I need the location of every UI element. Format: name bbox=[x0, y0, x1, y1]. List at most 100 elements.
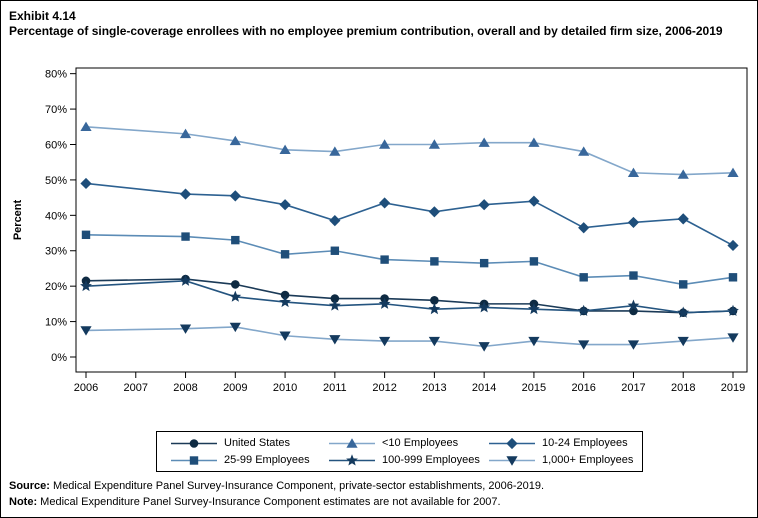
x-tick-label: 2010 bbox=[273, 382, 297, 394]
diamond-marker bbox=[627, 216, 640, 229]
legend-item-100-999-employees: 100-999 Employees bbox=[329, 453, 489, 467]
chart-legend: United States <10 Employees 10-24 Employee… bbox=[156, 431, 643, 472]
square-marker bbox=[189, 455, 199, 465]
x-tick-label: 2013 bbox=[422, 382, 446, 394]
square-marker bbox=[380, 255, 389, 264]
y-tick-label: 40% bbox=[45, 210, 67, 222]
circle-marker bbox=[430, 296, 439, 305]
triangle-down-marker bbox=[379, 336, 391, 347]
square-marker bbox=[231, 235, 240, 245]
line-chart: 0% 10% 20% 30% 40% 50% 60% 70% 80% 2006 2007 2008 20… bbox=[12, 67, 748, 394]
star-marker bbox=[179, 274, 192, 286]
x-tick-label: 2015 bbox=[522, 382, 546, 394]
legend-label-1000-plus-employees: 1,000+ Employees bbox=[542, 454, 634, 466]
circle-marker bbox=[280, 290, 290, 300]
x-tick-label: 2017 bbox=[621, 382, 645, 394]
diamond-marker bbox=[478, 199, 490, 211]
x-tick-label: 2006 bbox=[74, 382, 98, 394]
star-marker bbox=[727, 304, 739, 316]
chart-title: Percentage of single-coverage enrollees … bbox=[9, 24, 723, 38]
triangle-up-marker bbox=[528, 137, 540, 147]
y-tick-label: 80% bbox=[45, 69, 67, 81]
square-marker bbox=[728, 273, 738, 282]
y-tick-label: 50% bbox=[45, 175, 67, 187]
triangle-up-marker bbox=[80, 121, 92, 131]
triangle-down-marker bbox=[677, 336, 689, 347]
exhibit-label: Exhibit 4.14 bbox=[9, 9, 76, 23]
triangle-up-marker bbox=[627, 167, 640, 178]
legend-item-united-states: United States bbox=[171, 436, 329, 450]
source-label: Source: bbox=[9, 480, 50, 492]
legend-item-1000-plus-employees: 1,000+ Employees bbox=[489, 453, 637, 467]
square-marker bbox=[629, 271, 638, 280]
triangle-down-marker bbox=[506, 455, 518, 466]
diamond-marker bbox=[80, 177, 92, 190]
triangle-down-marker bbox=[229, 322, 241, 333]
y-tick-label: 20% bbox=[45, 281, 67, 293]
triangle-down-marker bbox=[179, 324, 192, 334]
triangle-down-marker bbox=[80, 326, 92, 336]
x-tick-label: 2008 bbox=[173, 382, 197, 394]
star-marker bbox=[279, 295, 291, 308]
legend-sample-1000-plus-employees bbox=[489, 455, 535, 466]
circle-marker bbox=[189, 438, 199, 448]
triangle-up-marker bbox=[329, 146, 341, 156]
triangle-up-marker bbox=[379, 139, 391, 149]
diamond-marker bbox=[229, 190, 241, 202]
triangle-up-marker bbox=[727, 167, 739, 178]
x-tick-label: 2012 bbox=[372, 382, 396, 394]
star-marker bbox=[428, 302, 441, 315]
star-marker bbox=[229, 290, 242, 302]
star-marker bbox=[328, 299, 341, 311]
note-line: Note: Medical Expenditure Panel Survey-I… bbox=[9, 494, 753, 510]
triangle-up-marker bbox=[677, 169, 689, 179]
legend-label-10-24-employees: 10-24 Employees bbox=[542, 437, 628, 449]
star-marker bbox=[80, 279, 92, 292]
star-marker bbox=[378, 297, 391, 309]
legend-label-100-999-employees: 100-999 Employees bbox=[382, 454, 480, 466]
note-label: Note: bbox=[9, 496, 38, 508]
legend-sample-lt-10-employees bbox=[329, 437, 375, 448]
circle-marker bbox=[330, 294, 340, 303]
circle-marker bbox=[231, 280, 240, 289]
square-marker bbox=[479, 258, 489, 268]
diamond-marker bbox=[727, 239, 739, 252]
x-tick-label: 2011 bbox=[323, 382, 347, 394]
legend-label-united-states: United States bbox=[224, 437, 291, 449]
triangle-down-marker bbox=[528, 336, 540, 347]
triangle-up-marker bbox=[478, 137, 490, 147]
x-tick-label: 2018 bbox=[671, 382, 695, 394]
y-tick-label: 0% bbox=[51, 352, 67, 364]
star-marker bbox=[627, 299, 640, 311]
diamond-marker bbox=[428, 206, 440, 218]
triangle-up-marker bbox=[346, 437, 358, 448]
star-marker bbox=[677, 306, 690, 318]
square-marker bbox=[280, 250, 290, 259]
y-tick-label: 10% bbox=[45, 317, 67, 329]
triangle-down-marker bbox=[428, 336, 440, 347]
y-tick-label: 60% bbox=[45, 139, 67, 151]
x-tick-label: 2016 bbox=[571, 382, 595, 394]
square-marker bbox=[679, 280, 688, 289]
legend-sample-united-states bbox=[171, 438, 217, 448]
square-marker bbox=[430, 257, 439, 266]
legend-label-25-99-employees: 25-99 Employees bbox=[224, 454, 310, 466]
plot-frame bbox=[75, 67, 748, 373]
triangle-down-marker bbox=[627, 340, 640, 350]
x-tick-label: 2009 bbox=[223, 382, 247, 394]
triangle-down-marker bbox=[578, 340, 590, 350]
diamond-marker bbox=[578, 222, 590, 234]
star-marker bbox=[346, 453, 358, 466]
triangle-down-marker bbox=[727, 333, 739, 343]
diamond-marker bbox=[677, 213, 689, 225]
x-tick-label: 2019 bbox=[721, 382, 745, 394]
star-marker bbox=[478, 301, 491, 313]
x-tick-label: 2007 bbox=[124, 382, 148, 394]
legend-item-25-99-employees: 25-99 Employees bbox=[171, 453, 329, 467]
legend-sample-100-999-employees bbox=[329, 453, 375, 466]
x-tick-label: 2014 bbox=[472, 382, 496, 394]
note-text: Medical Expenditure Panel Survey-Insuran… bbox=[40, 496, 501, 508]
square-marker bbox=[81, 230, 91, 240]
diamond-marker bbox=[506, 437, 518, 449]
